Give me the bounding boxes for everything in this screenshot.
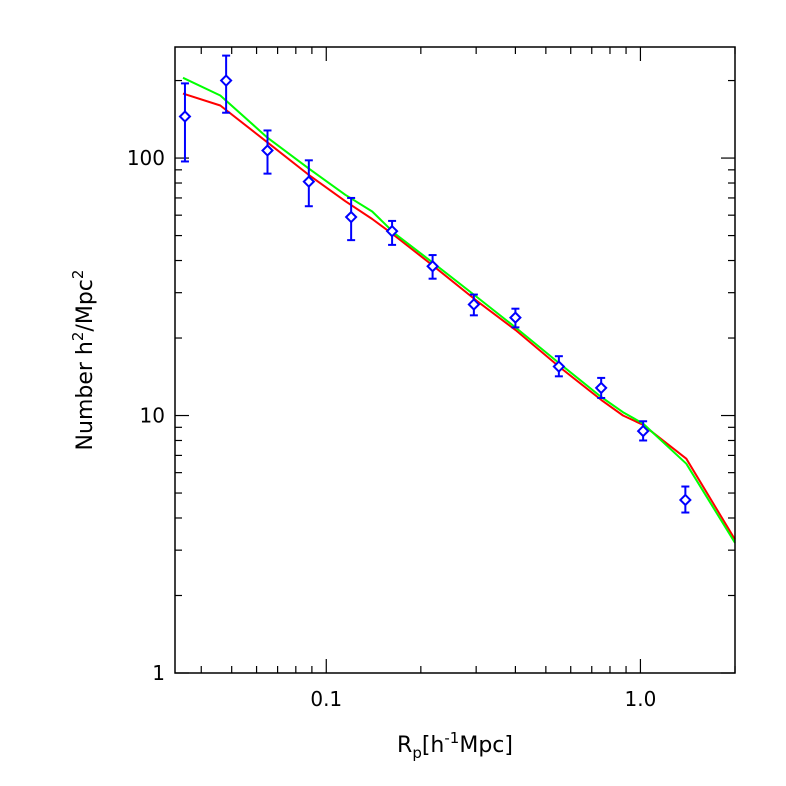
x-tick-label: 0.1 xyxy=(310,687,342,711)
data-point xyxy=(302,159,316,208)
y-tick-label: 10 xyxy=(140,404,165,428)
data-point xyxy=(636,420,650,442)
x-tick-label: 1.0 xyxy=(625,687,657,711)
data-point xyxy=(426,254,440,280)
data-point xyxy=(261,129,274,175)
diamond-marker xyxy=(344,210,358,224)
plot-frame xyxy=(174,46,736,674)
data-point xyxy=(552,355,566,378)
diamond-marker xyxy=(508,311,522,325)
data-point xyxy=(467,293,481,317)
diamond-marker xyxy=(467,298,481,311)
diamond-marker xyxy=(636,424,650,438)
diamond-marker xyxy=(178,110,192,123)
diamond-marker xyxy=(552,360,566,373)
data-point xyxy=(385,219,399,246)
tick-labels: 0.1 1.0 1 10 100 xyxy=(127,146,657,711)
diamond-marker xyxy=(678,493,692,507)
series-line-1 xyxy=(182,76,736,544)
data-point xyxy=(178,82,192,163)
diamond-marker xyxy=(219,74,233,87)
series-line-0 xyxy=(182,92,736,541)
data-point xyxy=(508,307,522,329)
data-point xyxy=(344,196,358,242)
y-tick-label: 100 xyxy=(127,146,165,170)
data-point xyxy=(219,54,233,114)
diamond-marker xyxy=(594,381,608,395)
tick-marks xyxy=(175,47,736,674)
data-point xyxy=(678,485,692,514)
data-points xyxy=(178,54,692,514)
diamond-marker xyxy=(385,224,399,238)
diamond-marker xyxy=(261,144,274,157)
y-tick-label: 1 xyxy=(152,661,165,685)
data-point xyxy=(594,376,608,399)
diamond-marker xyxy=(426,259,440,273)
y-axis-label: Number h2/Mpc2 xyxy=(69,270,98,451)
series-lines xyxy=(182,76,736,544)
x-axis-label: Rp[h-1Mpc] xyxy=(397,729,513,762)
diamond-marker xyxy=(302,175,316,189)
